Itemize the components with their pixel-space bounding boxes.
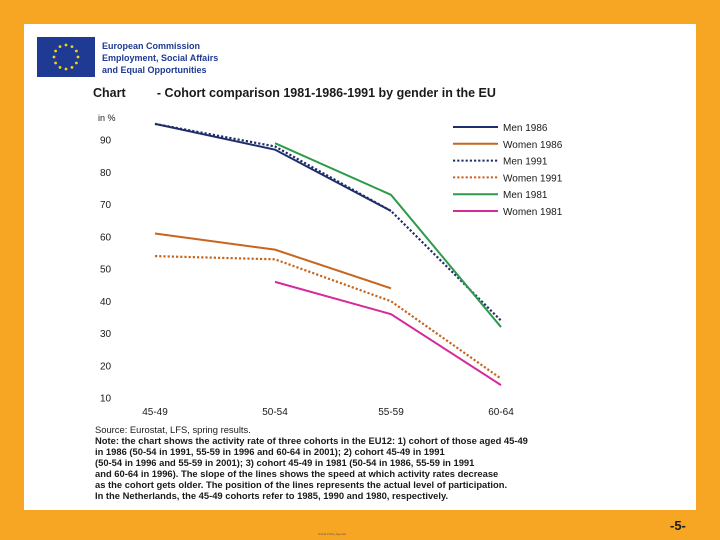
flag-star: [54, 61, 58, 65]
x-tick-label: 60-64: [488, 407, 514, 418]
flag-star: [64, 67, 68, 71]
series-line-men-1981: [274, 142, 502, 328]
series-line-men-1986: [154, 122, 392, 212]
y-tick-label: 30: [100, 329, 112, 340]
organization-name: European Commission Employment, Social A…: [102, 40, 218, 76]
y-tick-label: 50: [100, 265, 112, 276]
chart-title-text: - Cohort comparison 1981-1986-1991 by ge…: [156, 86, 496, 100]
flag-star: [58, 45, 62, 49]
y-tick-label: 90: [100, 136, 112, 147]
flag-star: [58, 65, 62, 69]
footer-caption: Social Policy Agenda: [318, 532, 347, 536]
org-line-2: Employment, Social Affairs: [102, 53, 219, 63]
x-tick-label: 50-54: [262, 407, 288, 418]
x-tick-label: 45-49: [142, 407, 168, 418]
note-line-2: in 1986 (50-54 in 1991, 55-59 in 1996 an…: [95, 446, 445, 457]
flag-star: [52, 55, 56, 59]
x-tick-label: 55-59: [378, 407, 404, 418]
legend-label: Men 1991: [503, 157, 548, 168]
series-line-men-1991: [154, 122, 502, 322]
legend-label: Men 1986: [503, 123, 548, 134]
eu-stars-icon: [52, 43, 80, 71]
slide: European Commission Employment, Social A…: [24, 24, 696, 510]
series-line-women-1986: [154, 232, 392, 290]
note-line-4: and 60-64 in 1996). The slope of the lin…: [95, 468, 499, 479]
y-tick-label: 20: [100, 361, 112, 372]
y-tick-label: 10: [100, 394, 112, 405]
y-tick-label: 80: [100, 168, 112, 179]
legend-label: Women 1981: [503, 207, 563, 218]
y-tick-label: 60: [100, 232, 112, 243]
y-tick-label: 70: [100, 200, 112, 211]
eu-flag-logo: [37, 37, 95, 77]
note-line-3: (50-54 in 1996 and 55-59 in 2001); 3) co…: [95, 457, 475, 468]
series-line-women-1991: [154, 255, 502, 380]
note-line-6: In the Netherlands, the 45-49 cohorts re…: [95, 490, 449, 501]
page-number: -5-: [670, 518, 686, 533]
org-line-1: European Commission: [102, 41, 201, 51]
chart-notes: Source: Eurostat, LFS, spring results. N…: [95, 424, 685, 501]
line-chart: in % 10 20 30 40 50 60 70 80 90 45-49 50-54 55-59 6…: [98, 113, 563, 418]
chart-title-prefix: Chart: [93, 86, 126, 100]
flag-star: [64, 43, 68, 47]
flag-star: [70, 45, 74, 49]
flag-star: [74, 61, 78, 65]
legend-label: Women 1991: [503, 173, 563, 184]
source-note: Source: Eurostat, LFS, spring results.: [95, 424, 251, 435]
legend-label: Women 1986: [503, 140, 563, 151]
note-line-1: Note: the chart shows the activity rate …: [95, 435, 528, 446]
y-axis-label: in %: [98, 113, 116, 123]
y-tick-label: 40: [100, 297, 112, 308]
series-line-women-1981: [274, 280, 502, 386]
chart-title: Chart - Cohort comparison 1981-1986-1991…: [93, 86, 496, 100]
org-line-3: and Equal Opportunities: [102, 65, 207, 75]
flag-star: [74, 49, 78, 53]
legend-label: Men 1981: [503, 190, 548, 201]
flag-star: [70, 65, 74, 69]
flag-star: [54, 49, 58, 53]
note-line-5: as the cohort gets older. The position o…: [95, 479, 508, 490]
flag-star: [76, 55, 80, 59]
